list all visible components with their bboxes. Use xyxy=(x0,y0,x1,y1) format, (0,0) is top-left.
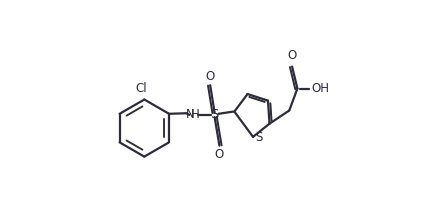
Text: O: O xyxy=(205,70,214,83)
Text: S: S xyxy=(210,108,218,121)
Text: OH: OH xyxy=(311,82,328,95)
Text: S: S xyxy=(255,131,262,145)
Text: O: O xyxy=(287,49,296,62)
Text: O: O xyxy=(214,148,224,161)
Text: H: H xyxy=(190,108,199,121)
Text: Cl: Cl xyxy=(135,82,147,95)
Text: N: N xyxy=(185,108,194,121)
